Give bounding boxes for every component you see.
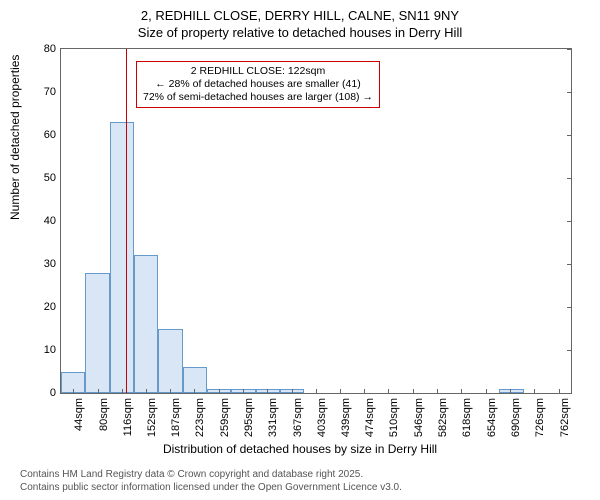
x-tick-label: 403sqm [316,398,328,437]
y-tick-mark [567,393,572,394]
x-tick-label: 80sqm [98,398,110,431]
x-tick-mark [461,389,462,394]
x-tick-label: 367sqm [292,398,304,437]
x-tick-label: 152sqm [146,398,158,437]
x-tick-mark [364,389,365,394]
y-tick-label: 0 [50,387,61,399]
x-tick-label: 618sqm [461,398,473,437]
annotation-line-2: ← 28% of detached houses are smaller (41… [143,78,373,91]
x-tick-label: 331sqm [267,398,279,437]
title-line-2: Size of property relative to detached ho… [0,25,600,42]
y-tick-label: 70 [44,86,61,98]
x-tick-mark [267,389,268,394]
x-tick-mark [243,389,244,394]
x-tick-label: 690sqm [510,398,522,437]
y-tick-mark [567,221,572,222]
footer-line-2: Contains public sector information licen… [20,482,402,495]
x-tick-mark [219,389,220,394]
x-tick-label: 474sqm [364,398,376,437]
x-tick-mark [559,389,560,394]
x-tick-label: 582sqm [437,398,449,437]
y-tick-mark [567,49,572,50]
histogram-bar [499,389,523,393]
x-tick-label: 510sqm [388,398,400,437]
title-line-1: 2, REDHILL CLOSE, DERRY HILL, CALNE, SN1… [0,8,600,25]
y-tick-label: 20 [44,301,61,313]
histogram-bar [134,255,158,393]
x-tick-mark [486,389,487,394]
y-tick-mark [567,264,572,265]
x-tick-mark [194,389,195,394]
histogram-bar [110,122,134,393]
x-tick-mark [146,389,147,394]
x-tick-label: 44sqm [73,398,85,431]
x-tick-mark [437,389,438,394]
x-axis-label: Distribution of detached houses by size … [0,442,600,456]
x-tick-label: 439sqm [340,398,352,437]
y-tick-label: 30 [44,258,61,270]
y-tick-mark [567,307,572,308]
x-tick-mark [122,389,123,394]
histogram-bar [85,273,109,393]
y-tick-mark [567,135,572,136]
x-tick-mark [292,389,293,394]
property-marker-line [126,49,128,393]
y-tick-mark [567,178,572,179]
chart-footer: Contains HM Land Registry data © Crown c… [20,469,402,494]
annotation-callout: 2 REDHILL CLOSE: 122sqm ← 28% of detache… [136,61,380,108]
plot-area: 2 REDHILL CLOSE: 122sqm ← 28% of detache… [60,48,572,394]
y-tick-label: 40 [44,215,61,227]
annotation-line-1: 2 REDHILL CLOSE: 122sqm [143,65,373,78]
x-tick-mark [388,389,389,394]
x-tick-mark [413,389,414,394]
y-tick-label: 60 [44,129,61,141]
annotation-line-3: 72% of semi-detached houses are larger (… [143,91,373,104]
x-tick-mark [73,389,74,394]
y-tick-mark [567,350,572,351]
x-tick-label: 546sqm [413,398,425,437]
x-tick-label: 295sqm [243,398,255,437]
x-tick-mark [510,389,511,394]
y-tick-mark [567,92,572,93]
y-tick-label: 10 [44,344,61,356]
x-tick-label: 187sqm [170,398,182,437]
y-tick-label: 50 [44,172,61,184]
x-tick-label: 726sqm [534,398,546,437]
y-axis-label: Number of detached properties [8,55,22,220]
x-tick-label: 223sqm [194,398,206,437]
x-tick-label: 654sqm [486,398,498,437]
x-tick-label: 259sqm [219,398,231,437]
x-tick-label: 116sqm [122,398,134,436]
footer-line-1: Contains HM Land Registry data © Crown c… [20,469,402,482]
x-tick-mark [98,389,99,394]
histogram-bar [158,329,182,394]
x-tick-label: 762sqm [559,398,571,437]
x-tick-mark [170,389,171,394]
x-tick-mark [316,389,317,394]
y-tick-label: 80 [44,43,61,55]
chart-title: 2, REDHILL CLOSE, DERRY HILL, CALNE, SN1… [0,0,600,42]
x-tick-mark [340,389,341,394]
x-tick-mark [534,389,535,394]
chart-container: 2, REDHILL CLOSE, DERRY HILL, CALNE, SN1… [0,0,600,500]
